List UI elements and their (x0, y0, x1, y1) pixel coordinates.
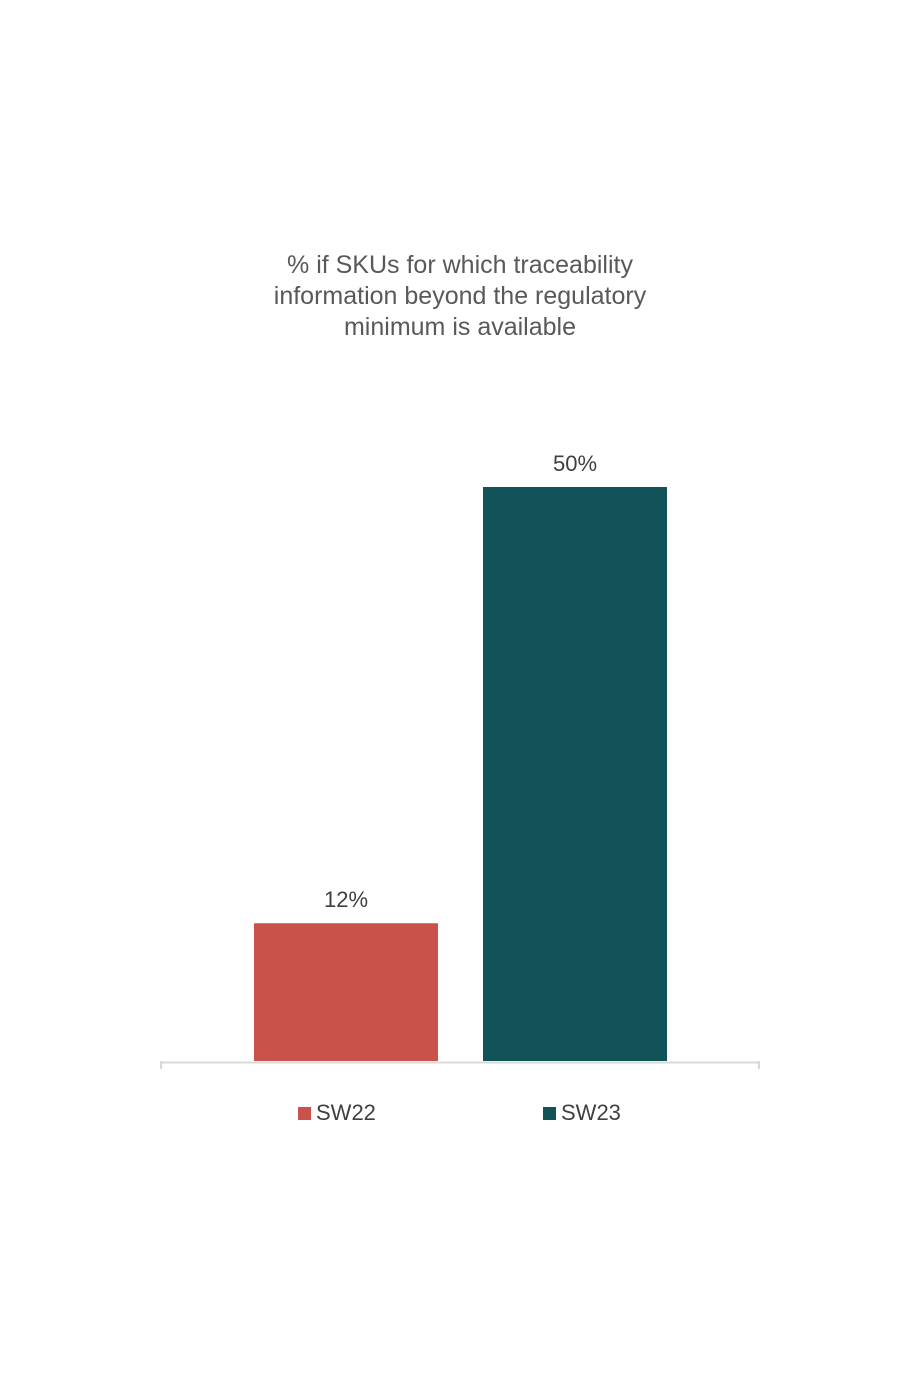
legend-label-sw22: SW22 (316, 1100, 376, 1125)
chart-title: % if SKUs for which traceability informa… (180, 250, 740, 343)
legend-item-sw23: SW23 (543, 1100, 621, 1126)
chart-title-line-1: % if SKUs for which traceability (287, 251, 633, 279)
legend-swatch-sw23 (543, 1106, 556, 1120)
chart-legend: SW22 SW23 (0, 1100, 920, 1128)
bar-sw22 (254, 923, 438, 1061)
chart-title-line-3: minimum is available (343, 313, 577, 341)
legend-swatch-sw22 (298, 1106, 311, 1120)
legend-item-sw22: SW22 (298, 1100, 376, 1126)
chart-title-line-2: information beyond the regulatory (273, 282, 647, 310)
bar-sw23 (483, 487, 667, 1061)
data-label-sw23: 50% (553, 451, 597, 476)
data-label-sw22: 12% (324, 887, 368, 912)
legend-label-sw23: SW23 (561, 1100, 621, 1125)
